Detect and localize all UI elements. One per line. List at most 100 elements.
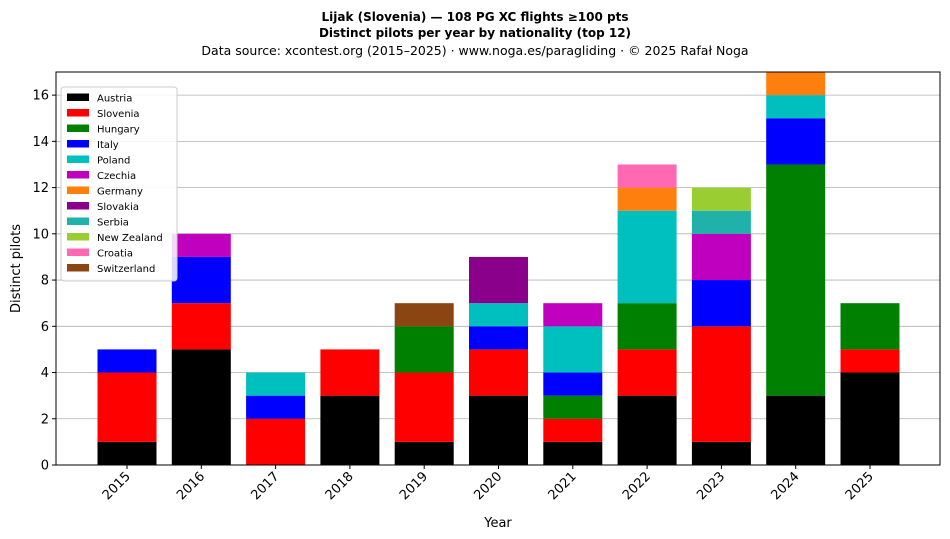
bar-segment [469, 256, 528, 304]
bar-segment [246, 395, 306, 419]
bar-segment [691, 441, 751, 465]
x-tick-label: 2022 [620, 469, 654, 503]
bar-segment [543, 326, 603, 373]
bar-segment [840, 349, 900, 373]
legend-swatch [67, 109, 89, 117]
bar-segment [766, 72, 826, 96]
legend-label: Czechia [97, 171, 136, 182]
chart-title: Lijak (Slovenia) — 108 PG XC flights ≥10… [322, 10, 629, 24]
bar-segment [97, 349, 157, 373]
bar-segment [766, 395, 826, 465]
legend-label: Switzerland [97, 264, 155, 275]
bar-segment [543, 395, 603, 419]
bar-segment [543, 441, 603, 465]
bars [97, 72, 900, 465]
bar-segment [469, 395, 528, 465]
chart-source: Data source: xcontest.org (2015–2025) · … [201, 43, 748, 58]
x-axis: 2015 2016 2017 2018 2019 2020 2021 2022 2023 2024… [100, 465, 877, 503]
x-axis-label: Year [483, 516, 512, 531]
y-tick-label: 2 [41, 412, 49, 427]
legend-swatch [67, 155, 89, 163]
bar-segment [691, 187, 751, 211]
legend-label: Slovenia [97, 109, 140, 120]
legend-swatch [67, 202, 89, 210]
x-tick-label: 2020 [471, 469, 505, 503]
bar-segment [246, 418, 306, 465]
y-tick-label: 6 [41, 320, 49, 335]
bar-segment [394, 303, 454, 327]
bar-segment [171, 233, 231, 257]
legend-label: Italy [97, 140, 119, 151]
x-tick-label: 2018 [323, 469, 357, 503]
legend-swatch [67, 233, 89, 241]
bar-segment [617, 395, 677, 465]
bar-segment [246, 372, 306, 396]
legend-label: New Zealand [97, 233, 163, 244]
chart-subtitle: Distinct pilots per year by nationality … [319, 26, 631, 40]
bar-segment [171, 303, 231, 350]
bar-segment [617, 210, 677, 304]
x-tick-label: 2015 [100, 469, 134, 503]
bar-segment [543, 372, 603, 396]
y-tick-label: 4 [41, 366, 49, 381]
bar-segment [766, 164, 826, 396]
legend-swatch [67, 217, 89, 225]
x-tick-label: 2024 [769, 469, 803, 503]
legend-swatch [67, 171, 89, 179]
bar-segment [171, 349, 231, 465]
legend-swatch [67, 93, 89, 101]
x-tick-label: 2025 [843, 469, 877, 503]
bar-segment [171, 256, 231, 304]
bar-segment [766, 118, 826, 165]
y-tick-label: 10 [32, 227, 49, 242]
legend-label: Slovakia [97, 202, 139, 213]
bar-segment [394, 372, 454, 442]
legend-swatch [67, 186, 89, 194]
legend: Austria Slovenia Hungary Italy Poland Czechia… [60, 86, 178, 282]
y-axis-label: Distinct pilots [9, 224, 24, 313]
legend-swatch [67, 248, 89, 256]
x-tick-label: 2021 [546, 469, 580, 503]
bar-segment [617, 349, 677, 396]
bar-segment [617, 164, 677, 188]
legend-swatch [67, 140, 89, 148]
y-tick-label: 12 [32, 181, 49, 196]
bar-segment [840, 372, 900, 465]
legend-box [60, 86, 178, 282]
bar-segment [691, 280, 751, 327]
legend-swatch [67, 124, 89, 132]
bar-segment [840, 303, 900, 350]
bar-segment [394, 441, 454, 465]
y-tick-label: 14 [32, 135, 49, 150]
bar-segment [320, 395, 380, 465]
bar-segment [766, 95, 826, 119]
bar-segment [543, 418, 603, 442]
legend-label: Poland [97, 156, 130, 167]
y-axis: 0 2 4 6 8 10 12 14 16 [32, 89, 56, 474]
bar-segment [691, 233, 751, 281]
bar-segment [617, 303, 677, 350]
bar-segment [320, 349, 380, 396]
legend-label: Serbia [97, 218, 129, 229]
legend-label: Hungary [97, 125, 140, 136]
y-tick-label: 8 [41, 274, 49, 289]
bar-segment [691, 326, 751, 442]
y-tick-label: 0 [41, 459, 49, 474]
x-tick-label: 2017 [248, 469, 282, 503]
x-tick-label: 2019 [397, 469, 431, 503]
bar-segment [469, 303, 528, 327]
bar-segment [691, 210, 751, 234]
bar-segment [97, 441, 157, 465]
y-tick-label: 16 [32, 89, 49, 104]
bar-segment [617, 187, 677, 211]
bar-segment [469, 326, 528, 350]
legend-label: Croatia [97, 249, 133, 260]
bar-segment [469, 349, 528, 396]
legend-label: Austria [97, 94, 132, 105]
legend-swatch [67, 264, 89, 272]
bar-segment [543, 303, 603, 327]
bar-segment [394, 326, 454, 373]
x-tick-label: 2023 [694, 469, 728, 503]
x-tick-label: 2016 [174, 469, 208, 503]
